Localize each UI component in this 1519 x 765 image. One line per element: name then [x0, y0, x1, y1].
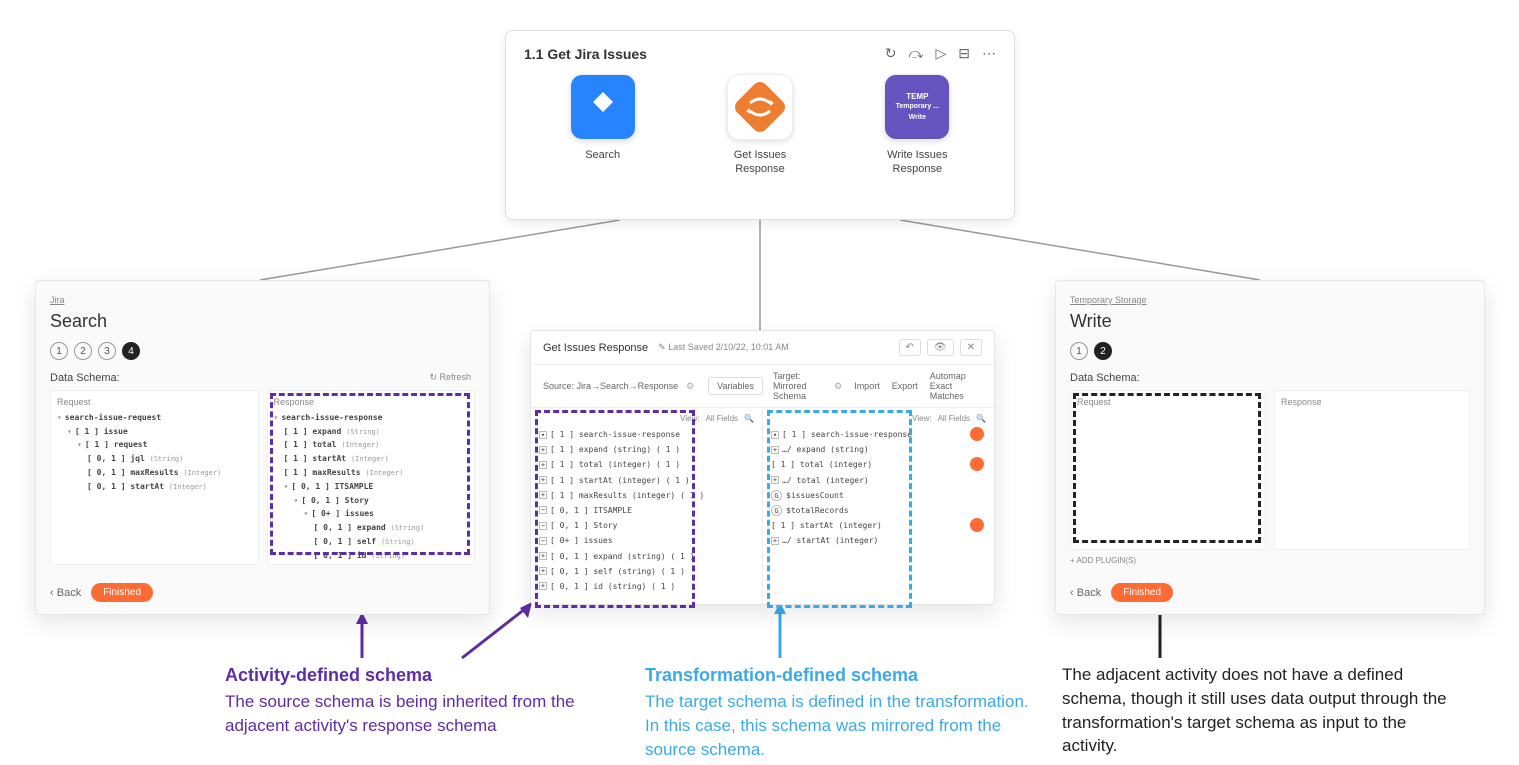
finished-button[interactable]: Finished [1111, 583, 1173, 602]
target-schema-highlight [767, 410, 912, 608]
target-tree-col: View:All Fields🔍 ▾[ 1 ] search-issue-res… [763, 408, 994, 618]
undo-icon[interactable]: ↶ [899, 339, 921, 356]
breadcrumb[interactable]: Jira [50, 295, 475, 305]
search-panel: Jira Search 1 2 3 4 Data Schema: ↻ Refre… [35, 280, 490, 615]
add-plugins-button[interactable]: + ADD PLUGIN(S) [1070, 556, 1470, 565]
source-schema-highlight [535, 410, 695, 608]
callout-activity-schema: Activity-defined schema The source schem… [225, 663, 625, 738]
activity-schema-highlight [270, 393, 471, 555]
automap-button[interactable]: Automap Exact Matches [930, 371, 982, 401]
callout-no-schema: The adjacent activity does not have a de… [1062, 663, 1462, 758]
transform-title: Get Issues Response [543, 342, 648, 354]
step-3[interactable]: 3 [98, 342, 116, 360]
transformation-panel: Get Issues Response ✎ Last Saved 2/10/22… [530, 330, 995, 605]
step-1[interactable]: 1 [50, 342, 68, 360]
step-indicator: 1 2 3 4 [50, 342, 475, 360]
operation-toolbar: ↻ ⤼ ▷ ⊟ ⋯ [885, 45, 996, 62]
breadcrumb[interactable]: Temporary Storage [1070, 295, 1470, 305]
view-filter[interactable]: All Fields [938, 414, 970, 423]
view-filter[interactable]: All Fields [706, 414, 738, 423]
node-write[interactable]: TEMPTemporary ...Write Write Issues Resp… [867, 74, 967, 177]
panel-heading: Write [1070, 311, 1470, 332]
empty-schema-highlight [1073, 393, 1261, 543]
operation-title: 1.1 Get Jira Issues [524, 46, 647, 62]
last-saved: ✎ Last Saved 2/10/22, 10:01 AM [658, 342, 789, 353]
back-link[interactable]: ‹ Back [50, 587, 81, 599]
data-schema-label: Data Schema: [50, 372, 475, 384]
reload-icon[interactable]: ↻ [885, 45, 897, 62]
step-1[interactable]: 1 [1070, 342, 1088, 360]
source-tree-col: View:All Fields🔍 ▾[ 1 ] search-issue-res… [531, 408, 763, 618]
transform-icon [727, 74, 793, 140]
skip-icon[interactable]: ⤼ [909, 45, 924, 62]
more-icon[interactable]: ⋯ [982, 45, 996, 62]
search-icon[interactable]: 🔍 [744, 414, 754, 423]
step-4[interactable]: 4 [122, 342, 140, 360]
variables-button[interactable]: Variables [708, 377, 763, 395]
source-label: Source: Jira→Search→Response [543, 381, 678, 391]
node-search[interactable]: Search [553, 74, 653, 162]
target-label: Target: Mirrored Schema [773, 371, 826, 401]
preview-icon[interactable]: 👁 [927, 339, 954, 356]
request-schema-col: Request ▾search-issue-request▾[ 1 ] issu… [50, 390, 259, 565]
node-transform[interactable]: Get Issues Response [710, 74, 810, 177]
callout-transformation-schema: Transformation-defined schema The target… [645, 663, 1045, 762]
source-gear-icon[interactable]: ⚙ [686, 381, 694, 392]
search-icon[interactable]: 🔍 [976, 414, 986, 423]
close-icon[interactable]: ✕ [960, 339, 982, 356]
step-indicator: 1 2 [1070, 342, 1470, 360]
export-button[interactable]: Export [892, 381, 918, 391]
step-2[interactable]: 2 [74, 342, 92, 360]
collapse-icon[interactable]: ⊟ [958, 45, 970, 62]
play-icon[interactable]: ▷ [935, 45, 946, 62]
request-tree: ▾search-issue-request▾[ 1 ] issue▾[ 1 ] … [57, 411, 252, 493]
target-gear-icon[interactable]: ⚙ [834, 381, 842, 392]
response-schema-col: Response ▾search-issue-response[ 1 ] exp… [267, 390, 476, 565]
operation-card: 1.1 Get Jira Issues ↻ ⤼ ▷ ⊟ ⋯ Search Get… [505, 30, 1015, 220]
panel-heading: Search [50, 311, 475, 332]
request-schema-col: Request [1070, 390, 1266, 550]
refresh-button[interactable]: ↻ Refresh [429, 372, 471, 383]
import-button[interactable]: Import [854, 381, 880, 391]
jira-search-icon [570, 74, 636, 140]
response-schema-col: Response [1274, 390, 1470, 550]
finished-button[interactable]: Finished [91, 583, 153, 602]
back-link[interactable]: ‹ Back [1070, 587, 1101, 599]
data-schema-label: Data Schema: [1070, 372, 1470, 384]
step-2[interactable]: 2 [1094, 342, 1112, 360]
temp-storage-icon: TEMPTemporary ...Write [884, 74, 950, 140]
write-panel: Temporary Storage Write 1 2 Data Schema:… [1055, 280, 1485, 615]
